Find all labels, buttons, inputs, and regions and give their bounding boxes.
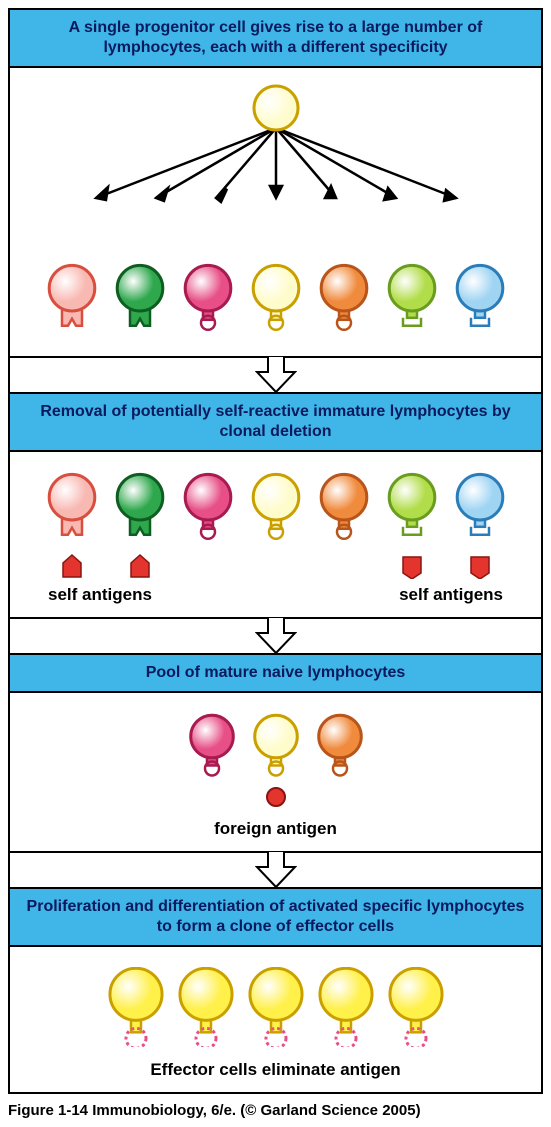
lymphocyte-cell-icon bbox=[314, 472, 374, 540]
effector-row bbox=[18, 967, 533, 1052]
panel3-content: foreign antigen bbox=[10, 693, 541, 853]
panel2-content: self antigens self antigens bbox=[10, 452, 541, 619]
progenitor-diagram bbox=[26, 80, 526, 250]
clonal-selection-diagram: A single progenitor cell gives rise to a… bbox=[8, 8, 543, 1094]
lymphocyte-cell-icon bbox=[184, 713, 240, 777]
panel1-content bbox=[10, 68, 541, 358]
connector-arrow-2 bbox=[10, 617, 541, 655]
effector-cell-icon bbox=[245, 967, 307, 1047]
lymphocyte-cell-icon bbox=[450, 263, 510, 331]
lymphocyte-cell-icon bbox=[110, 472, 170, 540]
self-antigen-labels: self antigens self antigens bbox=[18, 585, 533, 605]
lymphocyte-cell-icon bbox=[312, 713, 368, 777]
connector-arrow-3 bbox=[10, 851, 541, 889]
foreign-antigen-icon bbox=[265, 786, 287, 808]
lymphocyte-cell-icon bbox=[382, 472, 442, 540]
effector-label: Effector cells eliminate antigen bbox=[18, 1060, 533, 1080]
effector-cell-icon bbox=[105, 967, 167, 1047]
effector-cell-icon bbox=[315, 967, 377, 1047]
figure-caption: Figure 1-14 Immunobiology, 6/e. (© Garla… bbox=[8, 1102, 543, 1119]
panel3-header: Pool of mature naive lymphocytes bbox=[10, 653, 541, 693]
foreign-antigen-label: foreign antigen bbox=[18, 819, 533, 839]
panel2-header: Removal of potentially self-reactive imm… bbox=[10, 392, 541, 452]
lymphocyte-cell-icon bbox=[42, 472, 102, 540]
panel1-header: A single progenitor cell gives rise to a… bbox=[10, 10, 541, 68]
effector-cell-icon bbox=[175, 967, 237, 1047]
label-self-right: self antigens bbox=[399, 585, 503, 605]
self-antigen-icon bbox=[129, 553, 151, 579]
lymphocyte-cell-icon bbox=[314, 263, 374, 331]
lymphocyte-cell-icon bbox=[382, 263, 442, 331]
lymphocyte-cell-icon bbox=[246, 263, 306, 331]
label-self-left: self antigens bbox=[48, 585, 152, 605]
lymphocyte-cell-icon bbox=[178, 472, 238, 540]
panel4-content: Effector cells eliminate antigen bbox=[10, 947, 541, 1092]
self-antigen-icon bbox=[61, 553, 83, 579]
lymphocyte-cell-icon bbox=[110, 263, 170, 331]
self-antigen-icon bbox=[401, 553, 423, 579]
lymphocyte-cell-icon bbox=[246, 472, 306, 540]
lymphocyte-row-1 bbox=[18, 263, 533, 336]
self-antigen-icon bbox=[469, 553, 491, 579]
panel4-header: Proliferation and differentiation of act… bbox=[10, 887, 541, 947]
lymphocyte-cell-icon bbox=[42, 263, 102, 331]
lymphocyte-cell-icon bbox=[450, 472, 510, 540]
lymphocyte-cell-icon bbox=[178, 263, 238, 331]
connector-arrow-1 bbox=[10, 356, 541, 394]
lymphocyte-row-3 bbox=[18, 713, 533, 782]
lymphocyte-row-2 bbox=[18, 472, 533, 545]
lymphocyte-cell-icon bbox=[248, 713, 304, 777]
effector-cell-icon bbox=[385, 967, 447, 1047]
self-antigen-markers bbox=[18, 553, 533, 579]
